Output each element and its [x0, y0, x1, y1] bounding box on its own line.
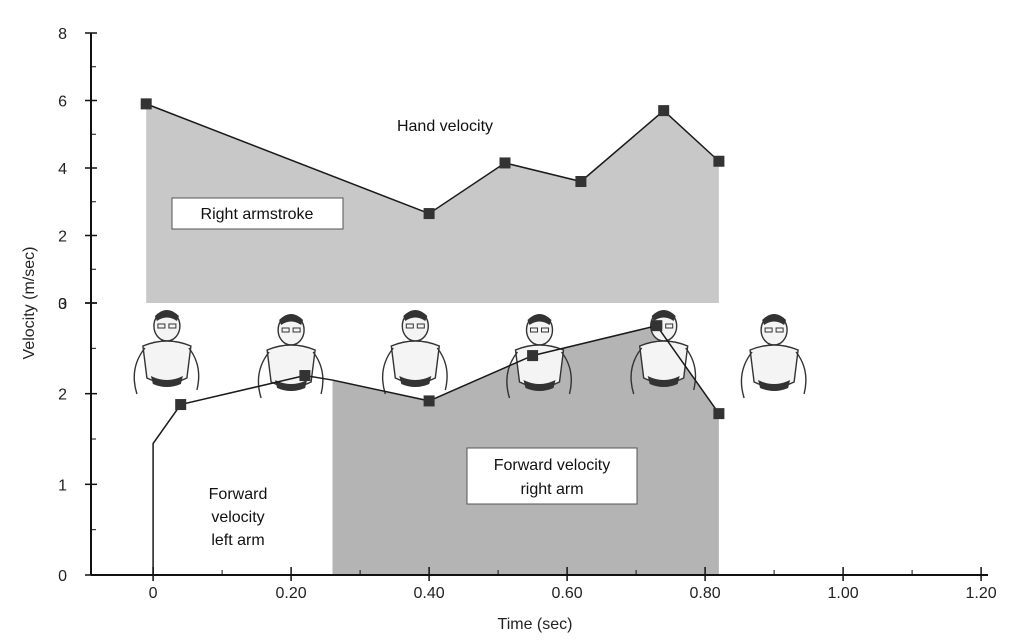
swimmer-figure — [257, 313, 324, 399]
left-arm-label-line-1: Forward — [209, 486, 268, 503]
forward-velocity-point — [527, 350, 539, 362]
right-armstroke-label: Right armstroke — [201, 206, 314, 223]
hand-velocity-point — [499, 157, 511, 169]
y-tick-label-lower: 3 — [58, 296, 67, 313]
y-tick-label-upper: 6 — [58, 94, 67, 111]
swimmer-figure — [740, 313, 807, 399]
right-arm-label-line-1: Forward velocity — [494, 457, 610, 474]
forward-velocity-point — [651, 320, 663, 332]
x-tick-label: 1.00 — [828, 585, 859, 602]
x-tick-label: 0.40 — [414, 585, 445, 602]
forward-velocity-point — [299, 370, 311, 382]
left-arm-label-line-3: left arm — [211, 532, 264, 549]
y-tick-label-upper: 0 — [58, 296, 67, 313]
x-tick-label: 0.20 — [276, 585, 307, 602]
forward-velocity-point — [423, 395, 435, 407]
y-tick-label-lower: 0 — [58, 568, 67, 585]
left-arm-label: Forward velocity left arm — [209, 486, 268, 549]
hand-velocity-area — [146, 103, 719, 303]
forward-velocity-point — [713, 408, 725, 420]
forward-velocity-point — [175, 399, 187, 411]
x-tick-label: 0.60 — [552, 585, 583, 602]
x-tick-label: 0 — [149, 585, 158, 602]
y-tick-label-upper: 4 — [58, 161, 67, 178]
hand-velocity-label: Hand velocity — [397, 118, 493, 135]
y-tick-label-upper: 2 — [58, 229, 67, 246]
y-tick-label-lower: 2 — [58, 387, 67, 404]
right-armstroke-label-box: Right armstroke — [171, 197, 344, 230]
swimmer-figure — [381, 309, 448, 395]
left-arm-label-line-2: velocity — [211, 509, 264, 526]
hand-velocity-point — [658, 105, 670, 117]
data-markers — [140, 98, 725, 420]
x-tick-label: 0.80 — [690, 585, 721, 602]
x-axis-title: Time (sec) — [498, 616, 573, 633]
x-tick-label: 1.20 — [966, 585, 997, 602]
tick-labels: 0 0.20 0.40 0.60 0.80 1.00 1.20 0 2 4 6 8 0 1 2 3 — [58, 26, 997, 602]
right-arm-label-box: Forward velocity right arm — [466, 447, 638, 505]
swimmer-figure — [133, 309, 200, 395]
hand-velocity-point — [713, 155, 725, 167]
y-tick-label-lower: 1 — [58, 477, 67, 494]
hand-velocity-point — [423, 208, 435, 220]
y-tick-label-upper: 8 — [58, 26, 67, 43]
hand-velocity-point — [575, 176, 587, 187]
y-axis-title: Velocity (m/sec) — [21, 247, 38, 360]
axes — [85, 32, 988, 581]
hand-velocity-line — [145, 103, 720, 215]
right-arm-label-line-2: right arm — [520, 481, 583, 498]
hand-velocity-point — [140, 98, 152, 110]
